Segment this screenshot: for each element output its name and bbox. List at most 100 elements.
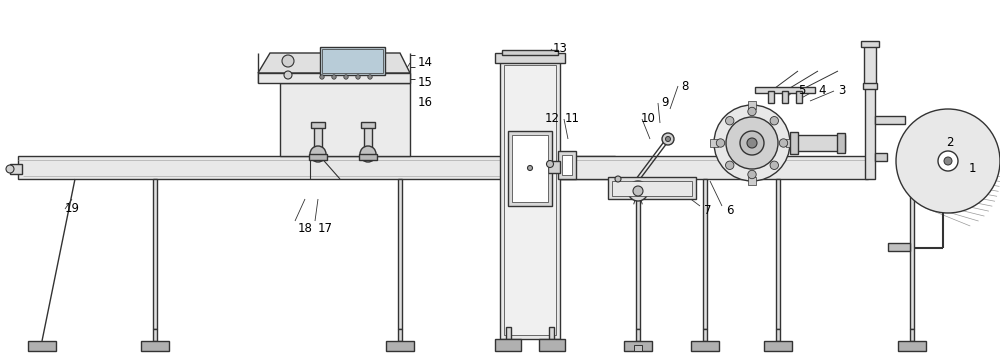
Bar <box>562 155 572 175</box>
Text: 3: 3 <box>838 84 846 97</box>
Bar <box>322 49 383 73</box>
Bar <box>258 73 410 83</box>
Circle shape <box>528 165 532 170</box>
Bar <box>875 116 905 124</box>
Text: 19: 19 <box>64 203 80 216</box>
Polygon shape <box>258 53 410 73</box>
Text: 13: 13 <box>553 43 567 56</box>
Bar <box>495 53 565 63</box>
Bar <box>864 45 876 85</box>
Bar <box>768 91 774 103</box>
Bar <box>361 122 375 128</box>
Bar <box>898 341 926 351</box>
Bar <box>153 329 157 341</box>
Bar <box>776 179 780 329</box>
Circle shape <box>633 186 643 196</box>
Bar <box>398 329 402 341</box>
Bar <box>504 65 556 335</box>
Text: 11: 11 <box>564 113 580 126</box>
Bar <box>703 179 707 329</box>
Bar <box>782 91 788 103</box>
Bar <box>910 329 914 341</box>
Circle shape <box>628 181 648 201</box>
Text: 14: 14 <box>418 57 432 70</box>
Bar <box>141 341 169 351</box>
Bar <box>280 83 410 156</box>
Circle shape <box>740 131 764 155</box>
Text: 1: 1 <box>968 162 976 175</box>
Bar <box>508 131 552 206</box>
Text: 2: 2 <box>946 136 954 149</box>
Circle shape <box>726 161 734 169</box>
Bar <box>320 47 385 75</box>
Circle shape <box>368 75 372 79</box>
Circle shape <box>344 75 348 79</box>
Bar <box>790 132 798 154</box>
Bar <box>865 87 875 179</box>
Text: 9: 9 <box>661 96 669 109</box>
Bar <box>703 329 707 341</box>
Circle shape <box>332 75 336 79</box>
Circle shape <box>747 138 757 148</box>
Bar <box>506 327 511 339</box>
Bar <box>386 341 414 351</box>
Circle shape <box>6 165 14 173</box>
Circle shape <box>770 117 778 125</box>
Bar <box>776 329 780 341</box>
Bar <box>558 151 576 179</box>
Bar <box>710 139 718 147</box>
Bar <box>796 91 802 103</box>
Bar <box>691 341 719 351</box>
Bar <box>364 126 372 154</box>
Bar <box>910 179 914 329</box>
Bar <box>28 341 56 351</box>
Bar <box>612 181 692 196</box>
Bar <box>608 177 696 199</box>
Circle shape <box>662 133 674 145</box>
Circle shape <box>726 117 734 125</box>
Bar <box>624 341 652 351</box>
Circle shape <box>714 105 790 181</box>
Bar <box>314 126 322 154</box>
Text: 12: 12 <box>544 113 560 126</box>
Text: 4: 4 <box>818 84 826 97</box>
Circle shape <box>770 161 778 169</box>
Circle shape <box>944 157 952 165</box>
Bar <box>309 154 327 160</box>
Bar <box>755 87 815 93</box>
Text: 8: 8 <box>681 79 689 92</box>
Bar <box>875 153 887 161</box>
Text: 17: 17 <box>318 222 332 235</box>
Bar <box>560 156 868 179</box>
Bar <box>539 339 565 351</box>
Circle shape <box>310 146 326 162</box>
Circle shape <box>748 170 756 179</box>
Bar <box>502 50 558 55</box>
Bar <box>861 41 879 47</box>
Bar <box>786 139 794 147</box>
Circle shape <box>282 55 294 67</box>
Circle shape <box>779 139 788 147</box>
Bar <box>398 179 402 329</box>
Bar <box>10 164 22 174</box>
Bar <box>764 341 792 351</box>
Circle shape <box>320 75 324 79</box>
Circle shape <box>896 109 1000 213</box>
Bar <box>311 122 325 128</box>
Circle shape <box>615 176 621 182</box>
Bar <box>888 243 910 251</box>
Bar <box>153 179 157 329</box>
Text: 15: 15 <box>418 77 432 90</box>
Text: 6: 6 <box>726 204 734 217</box>
Circle shape <box>546 161 554 168</box>
Circle shape <box>716 139 725 147</box>
Text: 10: 10 <box>641 113 655 126</box>
Text: 16: 16 <box>418 96 432 109</box>
Bar <box>636 199 640 329</box>
Text: 7: 7 <box>704 204 712 217</box>
Bar <box>636 329 640 341</box>
Circle shape <box>360 146 376 162</box>
Bar <box>548 161 560 173</box>
Circle shape <box>726 117 778 169</box>
Bar <box>748 101 756 109</box>
